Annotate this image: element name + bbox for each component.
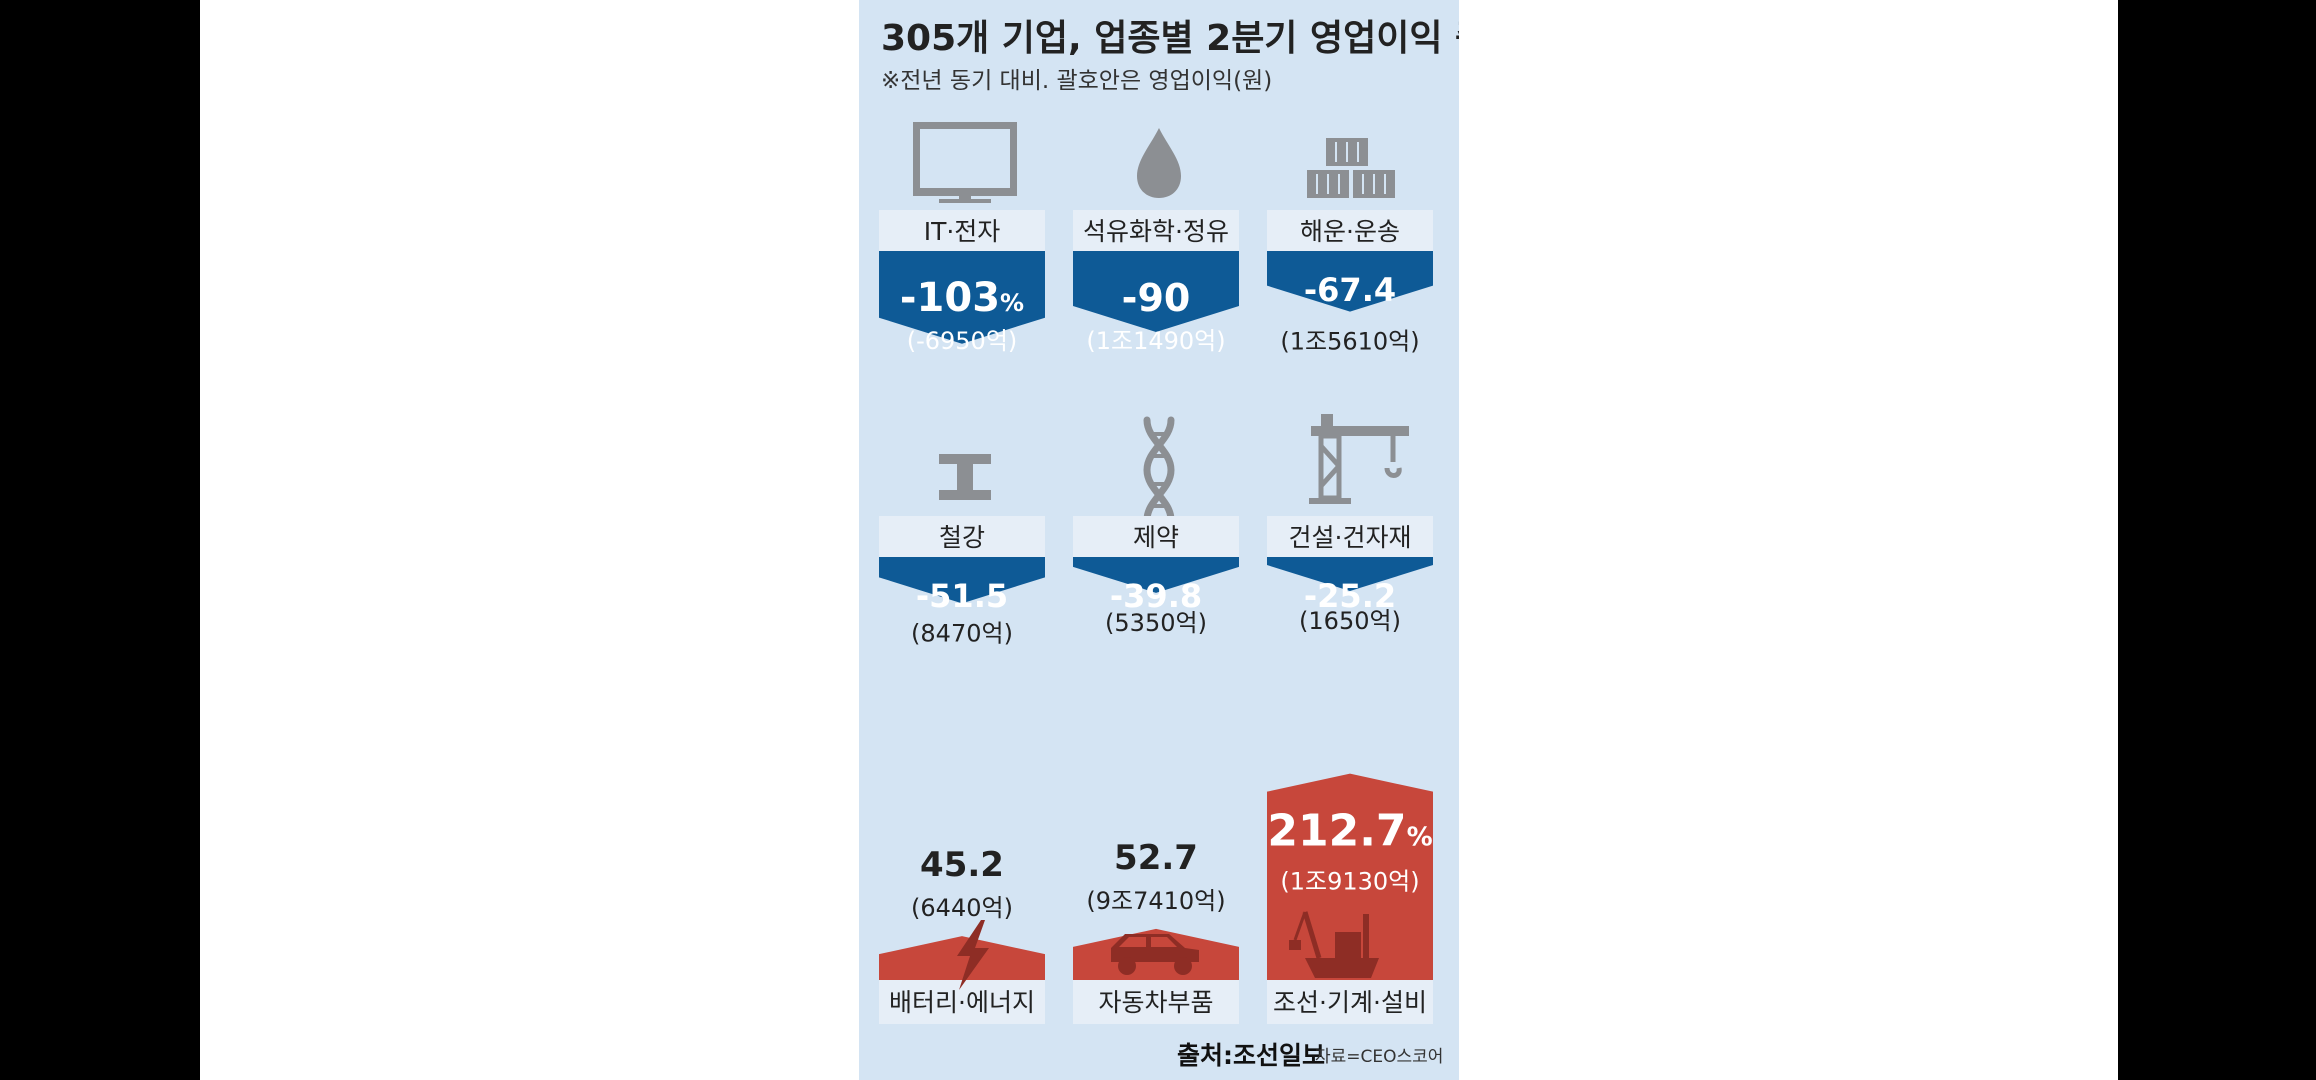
chart-panels: IT·전자-103%(-6950억)석유화학·정유-90(1조1490억)해운·… (879, 210, 1433, 1024)
profit-label-item-3: (1조5610억) (1280, 328, 1419, 356)
containers-icon (1307, 138, 1395, 198)
category-band-item-8 (1073, 980, 1239, 1024)
category-band-item-7 (879, 980, 1045, 1024)
data-credit: 자료=CEO스코어 (1315, 1047, 1443, 1067)
chart-title: 305개 기업, 업종별 2분기 영업이익 증감률(%) (881, 18, 1459, 59)
bar-item-7 (879, 936, 1045, 980)
profit-label-item-9: (1조9130억) (1280, 868, 1419, 896)
category-label-item-6: 건설·건자재 (1289, 523, 1412, 552)
profit-label-item-1: (-6950억) (907, 327, 1018, 355)
profit-label-item-7: (6440억) (911, 894, 1013, 922)
value-unit: % (1000, 289, 1024, 317)
value-unit: % (1407, 823, 1433, 853)
chart-subtitle: ※전년 동기 대비. 괄호안은 영업이익(원) (881, 68, 1272, 94)
i-beam-icon (939, 454, 991, 500)
oil-drop-icon (1137, 128, 1181, 198)
category-label-item-1: IT·전자 (924, 217, 1001, 246)
value-label-item-6: -25.2 (1304, 577, 1396, 615)
profit-label-item-2: (1조1490억) (1086, 327, 1225, 355)
category-band-item-4 (879, 516, 1045, 557)
bar-item-6 (1267, 557, 1433, 591)
value-label-item-5: -39.8 (1110, 577, 1202, 615)
bar-item-3 (1267, 251, 1433, 312)
category-label-item-8: 자동차부품 (1098, 988, 1213, 1017)
value-label-item-8: 52.7 (1114, 838, 1198, 878)
value-label-item-3: -67.4 (1304, 271, 1396, 309)
category-label-item-3: 해운·운송 (1300, 217, 1400, 246)
category-band-item-9 (1267, 980, 1433, 1024)
car-icon (1111, 934, 1199, 975)
value-label-item-2: -90 (1122, 276, 1191, 320)
profit-label-item-8: (9조7410억) (1086, 887, 1225, 915)
profit-label-item-4: (8470억) (911, 619, 1013, 647)
bar-item-2 (1073, 251, 1239, 332)
lightning-icon (957, 920, 989, 990)
chart-canvas: 305개 기업, 업종별 2분기 영업이익 증감률(%) ※전년 동기 대비. … (879, 18, 1459, 1070)
value-label-item-7: 45.2 (920, 845, 1004, 885)
source-label: 출처:조선일보 (1177, 1041, 1325, 1070)
value-label-item-4: -51.5 (916, 577, 1008, 615)
category-label-item-9: 조선·기계·설비 (1273, 988, 1427, 1017)
bar-item-5 (1073, 557, 1239, 593)
monitor-icon (913, 122, 1017, 203)
category-band-item-2 (1073, 210, 1239, 251)
profit-label-item-6: (1650억) (1299, 607, 1401, 635)
category-label-item-7: 배터리·에너지 (889, 988, 1035, 1017)
value-label-item-9: 212.7% (1267, 806, 1432, 857)
profit-label-item-5: (5350억) (1105, 609, 1207, 637)
bar-item-1 (879, 251, 1045, 344)
category-label-item-5: 제약 (1133, 523, 1179, 552)
category-label-item-4: 철강 (939, 523, 985, 552)
bar-item-4 (879, 557, 1045, 604)
category-band-item-5 (1073, 516, 1239, 557)
infographic: 305개 기업, 업종별 2분기 영업이익 증감률(%) ※전년 동기 대비. … (859, 0, 1459, 1080)
dna-icon (1143, 416, 1175, 524)
category-band-item-1 (879, 210, 1045, 251)
category-band-item-3 (1267, 210, 1433, 251)
category-band-item-6 (1267, 516, 1433, 557)
crane-icon (1309, 414, 1409, 504)
ship-icon (1289, 911, 1379, 978)
category-label-item-2: 석유화학·정유 (1083, 217, 1229, 246)
